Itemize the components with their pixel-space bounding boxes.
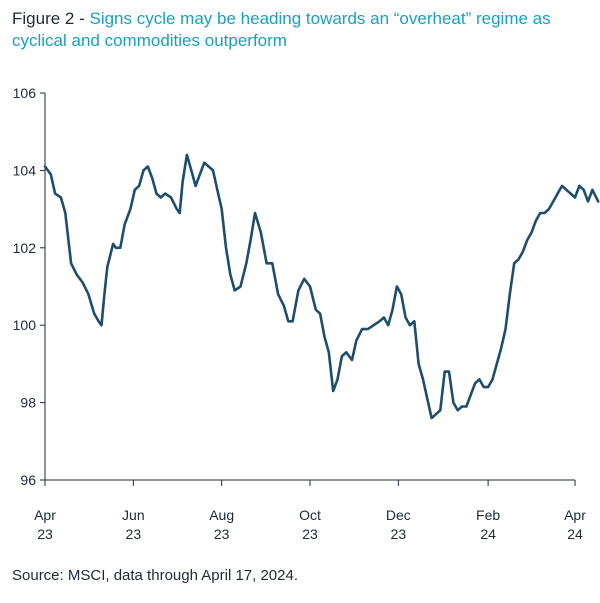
x-tick-label-month: Feb	[476, 507, 500, 523]
x-tick-label-year: 23	[214, 526, 230, 542]
source-note: Source: MSCI, data through April 17, 202…	[12, 567, 299, 584]
x-tick-label-year: 23	[302, 526, 318, 542]
x-tick-label-month: Jun	[122, 507, 145, 523]
figure-title-text: Signs cycle may be heading towards an “o…	[12, 9, 551, 50]
y-tick-label: 96	[20, 472, 36, 488]
x-tick-label-year: 23	[391, 526, 407, 542]
figure-label: Figure 2 -	[12, 9, 90, 28]
x-tick-label-month: Aug	[209, 507, 234, 523]
y-tick-label: 102	[13, 240, 37, 256]
y-tick-label: 100	[13, 317, 37, 333]
x-tick-label-month: Apr	[34, 507, 56, 523]
x-tick-label-month: Apr	[564, 507, 586, 523]
y-tick-label: 106	[13, 85, 37, 101]
y-tick-label: 98	[20, 395, 36, 411]
series-layer	[43, 153, 600, 420]
x-axis: Apr 23 Jun 23 Aug 23 Oct 23 Dec 23 Feb 24 Apr 24	[34, 479, 586, 542]
figure-title: Figure 2 - Signs cycle may be heading to…	[12, 8, 592, 52]
y-axis: 96 98 100 102 104 106	[13, 85, 46, 488]
series-line	[43, 153, 600, 420]
x-tick-label-year: 24	[567, 526, 583, 542]
x-tick-label-year: 24	[480, 526, 496, 542]
x-tick-label-month: Dec	[386, 507, 411, 523]
y-tick-label: 104	[13, 162, 37, 178]
line-chart: 96 98 100 102 104 106 Apr 23 Jun 23 Aug 23 Oct 23 Dec…	[13, 85, 600, 542]
x-tick-label-year: 23	[37, 526, 53, 542]
x-tick-label-month: Oct	[299, 507, 321, 523]
x-tick-label-year: 23	[126, 526, 142, 542]
